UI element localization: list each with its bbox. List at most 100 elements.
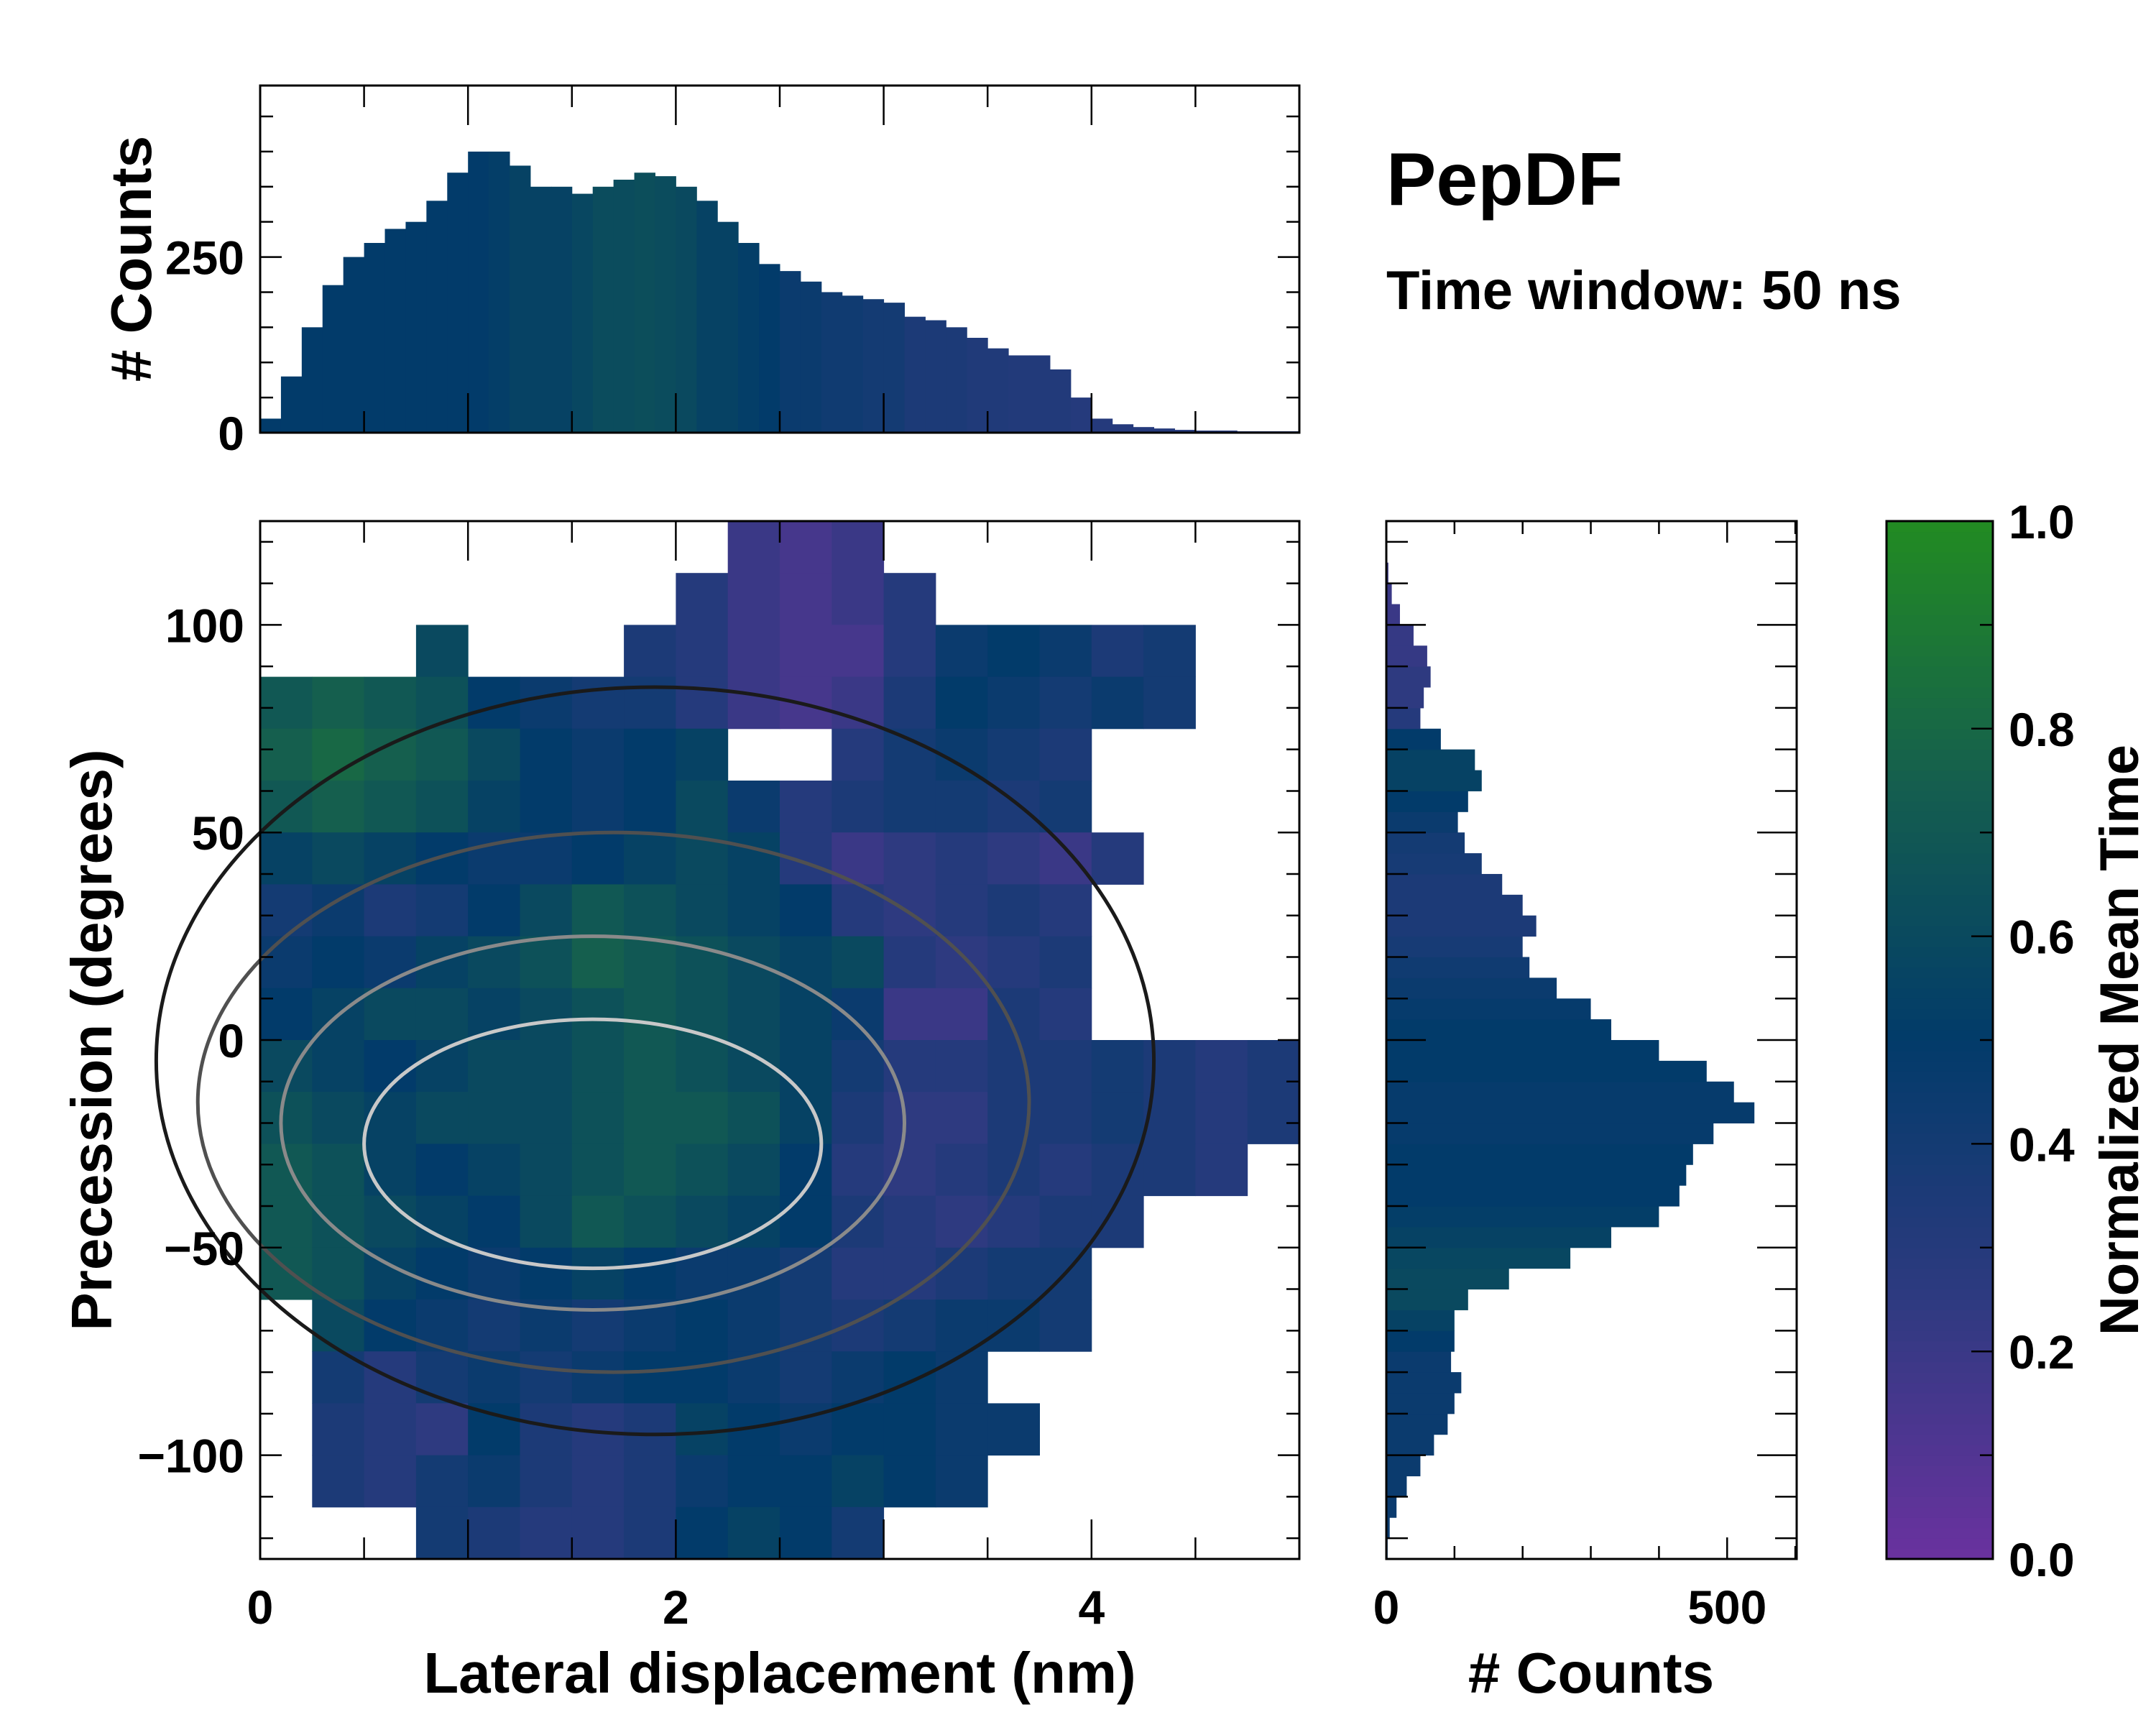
heatmap-cell <box>520 1506 573 1560</box>
heatmap-cell <box>415 1195 469 1248</box>
heatmap-cell <box>571 1195 625 1248</box>
heatmap-cell <box>987 884 1040 937</box>
heatmap-cell <box>883 1455 936 1508</box>
heatmap-cell <box>415 884 469 937</box>
heatmap-cell <box>883 573 936 625</box>
colorbar-segment <box>1886 1330 1993 1342</box>
colorbar-segment <box>1886 1340 1993 1352</box>
colorbar-segment <box>1886 1185 1993 1197</box>
heatmap-cell <box>312 832 365 885</box>
heatmap-cell <box>571 1040 625 1092</box>
histogram-bar <box>592 186 614 433</box>
colorbar-segment <box>1886 1538 1993 1550</box>
histogram-bar <box>1386 1206 1659 1228</box>
heatmap-cell <box>624 832 676 885</box>
main-y-tick-label: −100 <box>137 1430 244 1483</box>
heatmap-cell <box>364 1300 417 1352</box>
heatmap-cell <box>780 521 832 574</box>
heatmap-cell <box>935 1092 988 1144</box>
heatmap-cell <box>676 1195 729 1248</box>
colorbar-segment <box>1886 1071 1993 1082</box>
heatmap-cell <box>520 1040 573 1092</box>
colorbar-segment <box>1886 656 1993 667</box>
main-x-tick-label: 0 <box>247 1581 274 1634</box>
colorbar-segment <box>1886 1392 1993 1404</box>
colorbar-segment <box>1886 1226 1993 1238</box>
histogram-bar <box>1386 853 1482 875</box>
heatmap-cell <box>935 676 988 730</box>
heatmap-cell <box>571 1092 625 1144</box>
heatmap-cell <box>1039 676 1092 730</box>
heatmap-cell <box>935 1455 988 1508</box>
histogram-bar <box>1386 1310 1455 1331</box>
density-contour <box>154 685 1156 1437</box>
heatmap-cell <box>624 1403 676 1456</box>
heatmap-cell <box>883 728 936 781</box>
heatmap-cell <box>520 832 573 885</box>
heatmap-cell <box>987 676 1040 730</box>
heatmap-cell <box>780 936 832 989</box>
histogram-bar <box>696 201 718 433</box>
heatmap-cell <box>987 1247 1040 1300</box>
heatmap-cell <box>676 625 729 678</box>
colorbar-segment <box>1886 770 1993 781</box>
histogram-bar <box>1386 957 1530 978</box>
heatmap-cell <box>571 832 625 885</box>
density-contour <box>362 1017 824 1271</box>
heatmap-cell <box>935 781 988 833</box>
histogram-bar <box>1386 1102 1755 1124</box>
heatmap-cell <box>935 1040 988 1092</box>
heatmap-cell <box>364 988 417 1041</box>
main-y-tick-label: 50 <box>192 806 244 860</box>
colorbar-segment <box>1886 1247 1993 1259</box>
heatmap-cell <box>571 1351 625 1404</box>
heatmap-cell <box>780 1300 832 1352</box>
colorbar-segment <box>1886 905 1993 916</box>
colorbar-segment <box>1886 1113 1993 1124</box>
colorbar-segment <box>1886 718 1993 730</box>
histogram-bar <box>405 221 427 433</box>
heatmap-cell <box>415 676 469 730</box>
colorbar-segment <box>1886 541 1993 553</box>
histogram-bar <box>1386 1060 1707 1082</box>
histogram-bar <box>1386 1434 1434 1456</box>
histogram-bar <box>1386 645 1427 667</box>
heatmap-cell <box>364 1455 417 1508</box>
heatmap-cell <box>935 1195 988 1248</box>
colorbar-segment <box>1886 635 1993 646</box>
heatmap-cell <box>520 1195 573 1248</box>
heatmap-cell <box>312 676 365 730</box>
colorbar-segment <box>1886 926 1993 937</box>
heatmap-cell <box>1195 1040 1248 1092</box>
heatmap-cell <box>1195 1092 1248 1144</box>
histogram-bar <box>738 243 760 433</box>
histogram-bar <box>1049 369 1072 433</box>
histogram-bar <box>1386 915 1537 937</box>
histogram-bar <box>260 418 282 433</box>
colorbar-segment <box>1886 1237 1993 1248</box>
colorbar-segment <box>1886 936 1993 947</box>
heatmap-cell <box>1091 625 1144 678</box>
histogram-bar <box>1386 1392 1455 1414</box>
heatmap-cell <box>831 988 885 1041</box>
heatmap-cell <box>780 573 832 625</box>
heatmap-cell <box>1039 1144 1092 1197</box>
heatmap-cell <box>624 936 676 989</box>
histogram-bar <box>904 316 926 433</box>
heatmap-cell <box>312 1300 365 1352</box>
histogram-bar <box>1386 998 1591 1020</box>
heatmap-cell <box>727 1455 780 1508</box>
density-contour <box>195 830 1031 1374</box>
histogram-bar <box>821 292 843 433</box>
heatmap-cell <box>520 988 573 1041</box>
heatmap-cell <box>468 728 520 781</box>
heatmap-cell <box>831 521 885 574</box>
colorbar-segment <box>1886 1174 1993 1186</box>
colorbar-tick-label: 0.6 <box>2009 911 2075 964</box>
heatmap-cell <box>780 781 832 833</box>
heatmap-cell <box>831 728 885 781</box>
heatmap-cell <box>1091 1144 1144 1197</box>
right-x-axis-label: # Counts <box>1468 1641 1714 1705</box>
heatmap-cell <box>468 1300 520 1352</box>
heatmap-cell <box>1091 1195 1144 1248</box>
